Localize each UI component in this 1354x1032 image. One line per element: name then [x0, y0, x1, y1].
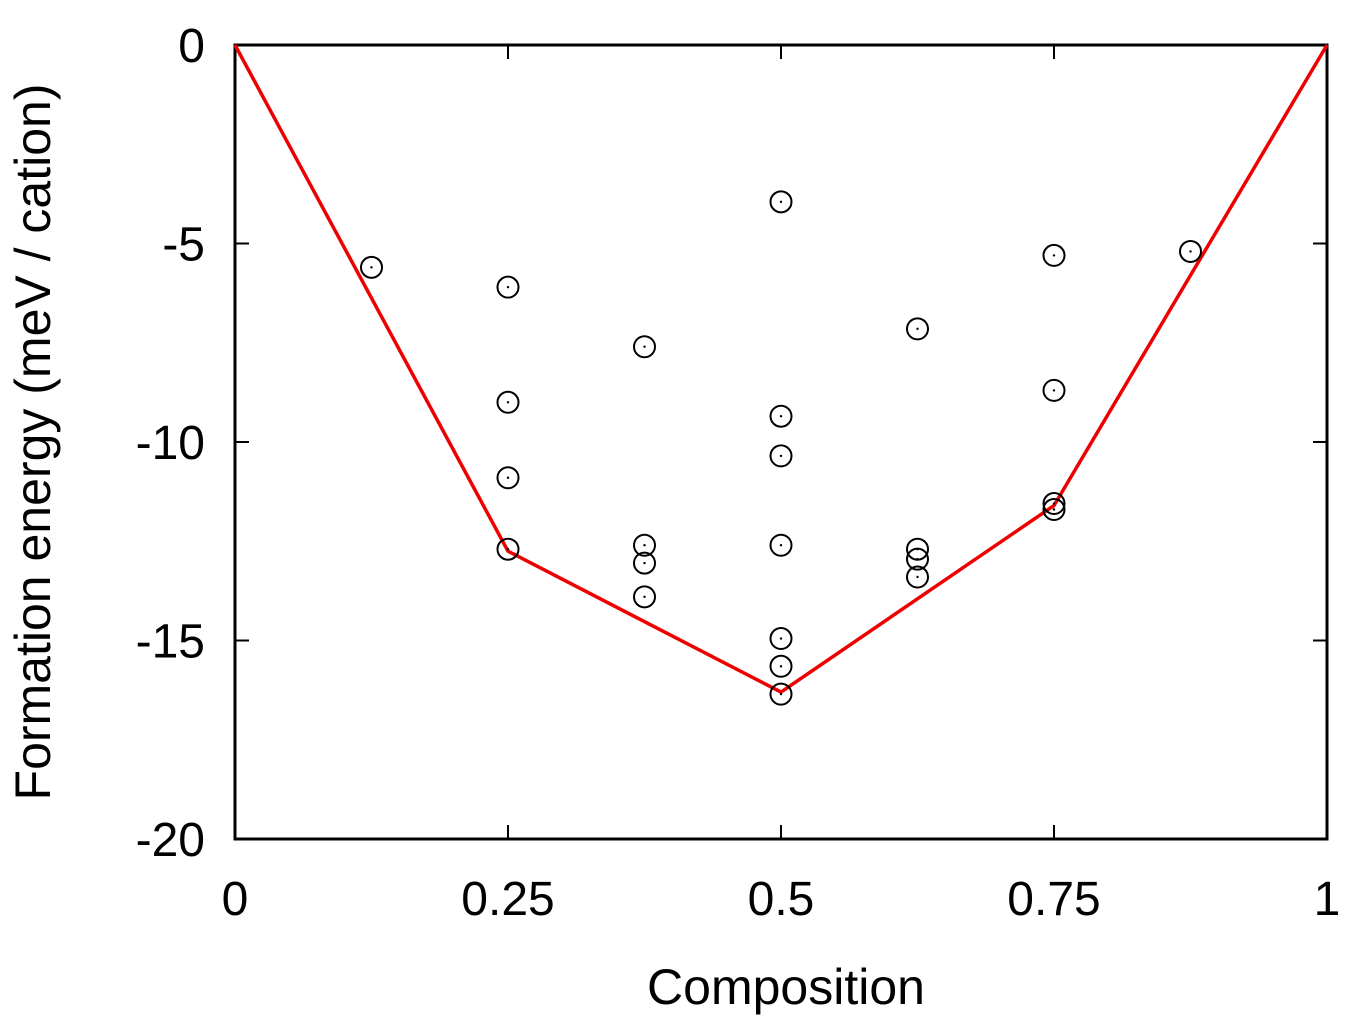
convex-hull-line: [233, 44, 1329, 695]
convex-hull-layer: [233, 44, 1329, 695]
data-point: [360, 255, 383, 279]
data-point-dot: [916, 575, 919, 579]
data-point: [1042, 378, 1066, 402]
data-point-dot: [779, 544, 783, 547]
data-point: [1042, 492, 1066, 516]
data-point-circle: [633, 533, 656, 557]
data-point-circle: [633, 551, 656, 575]
data-point-circle: [906, 565, 929, 589]
data-point-circle: [496, 275, 520, 299]
data-point-dot: [1052, 389, 1056, 392]
data-point-dot: [779, 665, 783, 668]
data-point-dot: [506, 547, 510, 551]
data-point-dot: [643, 561, 646, 565]
data-point-dot: [506, 401, 510, 404]
data-point-circle: [1042, 378, 1066, 402]
data-point-circle: [769, 682, 793, 706]
x-axis-title: Composition: [647, 959, 925, 1015]
data-point: [496, 537, 520, 561]
data-point-dot: [779, 414, 783, 418]
x-tick-label: 0.25: [461, 873, 554, 926]
data-point-circle: [360, 255, 383, 279]
y-tick-label: -20: [136, 814, 205, 867]
data-point: [906, 565, 929, 589]
data-point: [496, 275, 520, 299]
data-point-circle: [633, 335, 656, 359]
x-tick-label: 0.75: [1007, 873, 1100, 926]
y-tick-label: -5: [162, 219, 205, 272]
data-point: [769, 533, 793, 557]
data-point: [496, 466, 520, 490]
data-point-circle: [633, 585, 656, 609]
data-point-dot: [643, 345, 646, 348]
x-tick-label: 0.5: [748, 873, 815, 926]
y-tick-label: -15: [136, 616, 205, 669]
data-point-dot: [779, 692, 783, 696]
data-point: [906, 317, 929, 341]
data-point-dot: [506, 285, 510, 289]
data-point: [906, 547, 929, 571]
data-point: [633, 533, 656, 557]
data-point-circle: [906, 547, 929, 571]
y-tick-label: -10: [136, 417, 205, 470]
data-point: [1042, 243, 1066, 267]
data-point-dot: [643, 595, 646, 599]
data-point: [1042, 497, 1066, 521]
data-point-circle: [1042, 492, 1066, 516]
plot-area: [233, 43, 1329, 841]
data-point-circle: [496, 466, 520, 490]
data-point-dot: [1052, 508, 1056, 511]
data-point-dot: [1052, 254, 1056, 257]
y-axis-ticks: 0 -5 -10 -15 -20: [136, 20, 1327, 867]
data-point-dot: [1189, 250, 1192, 253]
data-point-dot: [916, 327, 919, 331]
data-point-circle: [769, 654, 793, 678]
data-point-dot: [1052, 502, 1056, 505]
data-points-layer: [360, 190, 1202, 706]
x-tick-label: 1: [1314, 873, 1341, 926]
data-point-dot: [916, 557, 919, 561]
data-point: [769, 190, 793, 214]
data-point: [633, 551, 656, 575]
x-axis-ticks: 0 0.25 0.5 0.75 1: [222, 45, 1341, 926]
data-point-dot: [370, 266, 373, 269]
data-point: [1179, 239, 1202, 263]
data-point-circle: [906, 317, 929, 341]
data-point: [633, 585, 656, 609]
data-point-circle: [496, 390, 520, 414]
data-point-dot: [643, 544, 646, 547]
data-point-circle: [769, 190, 793, 214]
data-point: [633, 335, 656, 359]
data-point-circle: [1042, 243, 1066, 267]
data-point-circle: [496, 537, 520, 561]
data-point-circle: [769, 444, 793, 468]
y-tick-label: 0: [178, 20, 205, 73]
data-point-circle: [1179, 239, 1202, 263]
data-point-dot: [506, 476, 510, 479]
data-point-dot: [779, 637, 783, 640]
data-point-circle: [1042, 497, 1066, 521]
data-point-dot: [779, 200, 783, 204]
data-point: [769, 404, 793, 428]
data-point-circle: [769, 404, 793, 428]
x-tick-label: 0: [222, 873, 249, 926]
data-point-dot: [779, 454, 783, 458]
data-point: [769, 682, 793, 706]
data-point-circle: [769, 627, 793, 651]
data-point-circle: [769, 533, 793, 557]
data-point: [769, 627, 793, 651]
data-point: [769, 654, 793, 678]
plot-frame: [233, 43, 1329, 841]
data-point: [769, 444, 793, 468]
y-axis-title: Formation energy (meV / cation): [5, 84, 61, 801]
data-point: [496, 390, 520, 414]
